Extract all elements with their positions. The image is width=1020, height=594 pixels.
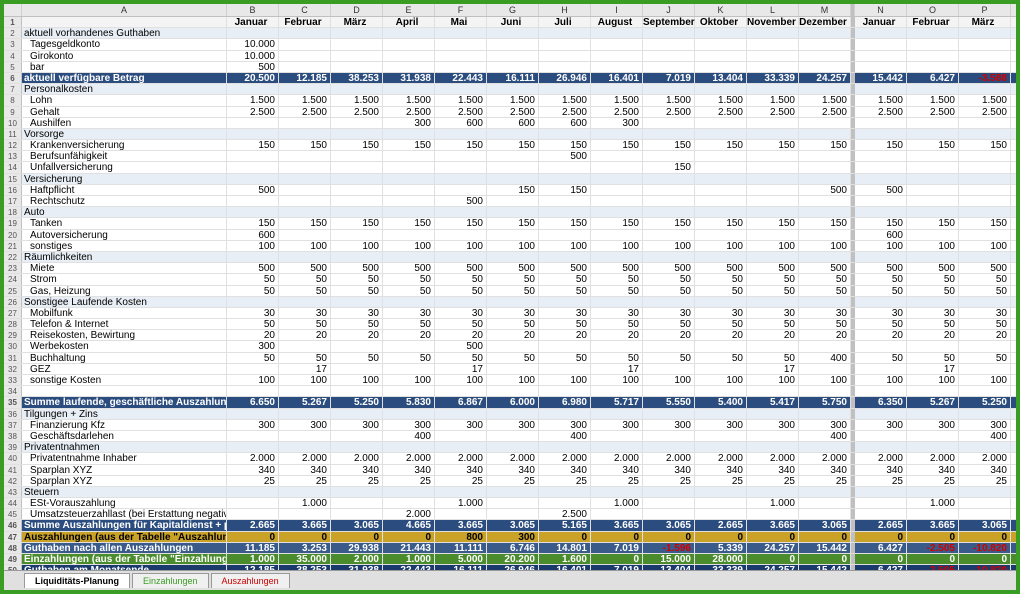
row-9[interactable]: 9Gehalt2.5002.5002.5002.5002.5002.5002.5… <box>4 107 1016 118</box>
row-10[interactable]: 10Aushilfen300600600600300 <box>4 118 1016 129</box>
row-6[interactable]: 6aktuell verfügbare Betrag20.50012.18538… <box>4 73 1016 84</box>
col-B[interactable]: B <box>227 4 279 16</box>
row-32[interactable]: 32GEZ1717171717 <box>4 364 1016 375</box>
col-G[interactable]: G <box>487 4 539 16</box>
col-I[interactable]: I <box>591 4 643 16</box>
row-46[interactable]: 46Summe Auszahlungen für Kapitaldienst +… <box>4 520 1016 531</box>
row-19[interactable]: 19Tanken15015015015015015015015015015015… <box>4 218 1016 229</box>
row-44[interactable]: 44ESt-Vorauszahlung1.0001.0001.0001.0001… <box>4 498 1016 509</box>
row-31[interactable]: 31Buchhaltung505050505050505050505040050… <box>4 353 1016 364</box>
col-F[interactable]: F <box>435 4 487 16</box>
row-3[interactable]: 3Tagesgeldkonto10.000 <box>4 39 1016 50</box>
spreadsheet: A B C D E F G H I J K L M N O P 1JanuarF… <box>4 4 1016 590</box>
row-21[interactable]: 21sonstiges10010010010010010010010010010… <box>4 241 1016 252</box>
col-M[interactable]: M <box>799 4 851 16</box>
row-13[interactable]: 13Berufsunfähigkeit500 <box>4 151 1016 162</box>
col-N[interactable]: N <box>855 4 907 16</box>
row-26[interactable]: 26Sonstigee Laufende Kosten <box>4 297 1016 308</box>
row-7[interactable]: 7Personalkosten <box>4 84 1016 95</box>
row-22[interactable]: 22Räumlichkeiten <box>4 252 1016 263</box>
row-8[interactable]: 8Lohn1.5001.5001.5001.5001.5001.5001.500… <box>4 95 1016 106</box>
row-29[interactable]: 29Reisekosten, Bewirtung2020202020202020… <box>4 330 1016 341</box>
row-25[interactable]: 25Gas, Heizung50505050505050505050505050… <box>4 286 1016 297</box>
row-5[interactable]: 5bar500 <box>4 62 1016 73</box>
row-38[interactable]: 38Geschäftsdarlehen400400400400 <box>4 431 1016 442</box>
row-33[interactable]: 33sonstige Kosten10010010010010010010010… <box>4 375 1016 386</box>
col-C[interactable]: C <box>279 4 331 16</box>
col-E[interactable]: E <box>383 4 435 16</box>
row-40[interactable]: 40Privatentnahme Inhaber2.0002.0002.0002… <box>4 453 1016 464</box>
row-17[interactable]: 17Rechtschutz500 <box>4 196 1016 207</box>
row-36[interactable]: 36Tilgungen + Zins <box>4 409 1016 420</box>
col-P[interactable]: P <box>959 4 1011 16</box>
row-47[interactable]: 47Auszahlungen (aus der Tabelle "Auszahl… <box>4 532 1016 543</box>
row-20[interactable]: 20Autoversicherung600600 <box>4 230 1016 241</box>
corner-cell <box>4 4 22 16</box>
col-A[interactable]: A <box>22 4 227 16</box>
row-34[interactable]: 34 <box>4 386 1016 397</box>
row-28[interactable]: 28Telefon & Internet50505050505050505050… <box>4 319 1016 330</box>
row-18[interactable]: 18Auto <box>4 207 1016 218</box>
col-L[interactable]: L <box>747 4 799 16</box>
tab-auszahlungen[interactable]: Auszahlungen <box>211 573 290 588</box>
col-D[interactable]: D <box>331 4 383 16</box>
row-23[interactable]: 23Miete500500500500500500500500500500500… <box>4 263 1016 274</box>
row-30[interactable]: 30Werbekosten300500 <box>4 341 1016 352</box>
col-O[interactable]: O <box>907 4 959 16</box>
row-43[interactable]: 43Steuern <box>4 487 1016 498</box>
row-39[interactable]: 39Privatentnahmen <box>4 442 1016 453</box>
column-header-row: A B C D E F G H I J K L M N O P <box>4 4 1016 17</box>
row-2[interactable]: 2aktuell vorhandenes Guthaben <box>4 28 1016 39</box>
col-J[interactable]: J <box>643 4 695 16</box>
row-15[interactable]: 15Versicherung <box>4 174 1016 185</box>
row-16[interactable]: 16Haftpflicht500150150500500 <box>4 185 1016 196</box>
col-H[interactable]: H <box>539 4 591 16</box>
row-4[interactable]: 4Girokonto10.000 <box>4 51 1016 62</box>
row-14[interactable]: 14Unfallversicherung150 <box>4 162 1016 173</box>
sheet-tabs: Liquiditäts-Planung Einzahlungen Auszahl… <box>4 570 1016 590</box>
row-42[interactable]: 42Sparplan XYZ25252525252525252525252525… <box>4 476 1016 487</box>
tab-liquiditaet[interactable]: Liquiditäts-Planung <box>24 573 130 588</box>
row-49[interactable]: 49Einzahlungen (aus der Tabelle "Einzahl… <box>4 554 1016 565</box>
row-35[interactable]: 35Summe laufende, geschäftliche Auszahlu… <box>4 397 1016 408</box>
row-37[interactable]: 37Finanzierung Kfz3003003003003003003003… <box>4 420 1016 431</box>
col-K[interactable]: K <box>695 4 747 16</box>
row-12[interactable]: 12Krankenversicherung1501501501501501501… <box>4 140 1016 151</box>
tab-einzahlungen[interactable]: Einzahlungen <box>132 573 209 588</box>
row-48[interactable]: 48Guthaben nach allen Auszahlungen11.185… <box>4 543 1016 554</box>
row-11[interactable]: 11Vorsorge <box>4 129 1016 140</box>
row-24[interactable]: 24Strom505050505050505050505050505050 <box>4 274 1016 285</box>
row-41[interactable]: 41Sparplan XYZ34034034034034034034034034… <box>4 465 1016 476</box>
grid-body[interactable]: 1JanuarFebruarMärzAprilMaiJuniJuliAugust… <box>4 17 1016 570</box>
row-27[interactable]: 27Mobilfunk30303030303030303030303030303… <box>4 308 1016 319</box>
row-45[interactable]: 45Umsatzsteuerzahllast (bei Erstattung n… <box>4 509 1016 520</box>
